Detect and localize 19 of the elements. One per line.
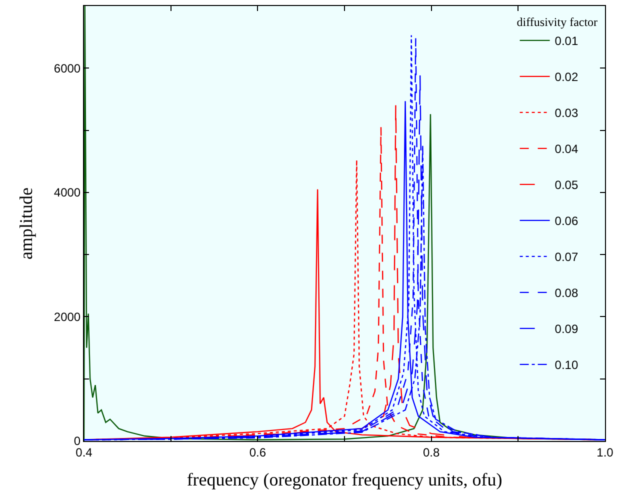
legend-label: 0.09 <box>554 322 578 336</box>
legend-label: 0.03 <box>554 106 578 120</box>
legend-label: 0.08 <box>554 286 578 300</box>
legend-label: 0.01 <box>554 34 578 48</box>
x-tick-label: 1.0 <box>596 445 614 460</box>
legend-title: diffusivity factor <box>516 14 598 29</box>
legend-label: 0.04 <box>554 142 578 156</box>
x-axis-title: frequency (oregonator frequency units, ofu) <box>186 470 502 490</box>
legend-label: 0.02 <box>554 70 578 84</box>
legend-label: 0.10 <box>554 358 578 372</box>
x-tick-label: 0.6 <box>249 445 266 460</box>
y-axis-title: amplitude <box>16 188 36 260</box>
legend-label: 0.05 <box>554 178 578 192</box>
x-tick-label: 0.8 <box>422 445 440 460</box>
legend-label: 0.07 <box>554 250 578 264</box>
y-tick-label: 6000 <box>54 61 81 76</box>
legend-label: 0.06 <box>554 214 578 228</box>
y-tick-label: 4000 <box>54 186 81 200</box>
y-tick-label: 2000 <box>54 310 81 324</box>
